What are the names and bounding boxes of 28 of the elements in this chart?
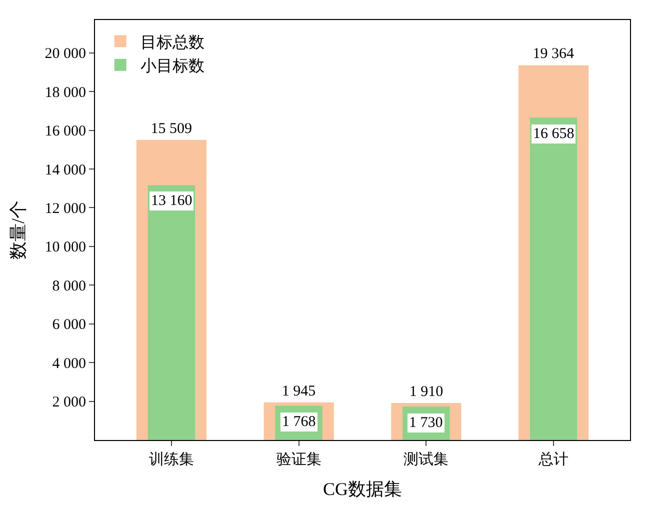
x-tick-label: 测试集: [404, 451, 449, 468]
data-label: 1 768: [282, 414, 316, 430]
y-tick-label: 4 000: [52, 356, 86, 372]
x-axis-title: CG数据集: [322, 479, 402, 500]
legend-label: 目标总数: [140, 33, 204, 52]
data-label: 1 945: [282, 383, 316, 400]
legend-label: 小目标数: [140, 57, 204, 76]
y-tick-label: 14 000: [44, 162, 86, 178]
bar: [530, 118, 578, 440]
data-label: 19 364: [532, 46, 574, 62]
x-tick-label: 验证集: [276, 451, 322, 468]
y-tick-label: 8 000: [52, 278, 86, 294]
data-label: 13 160: [151, 193, 192, 209]
y-tick-label: 16 000: [44, 124, 86, 140]
data-label: 15 509: [150, 120, 192, 137]
x-tick-label: 训练集: [148, 451, 194, 468]
x-tick-label: 总计: [538, 451, 569, 468]
data-label: 1 730: [409, 415, 443, 431]
bar: [148, 185, 195, 440]
y-tick-label: 18 000: [44, 84, 86, 101]
y-axis-title: 数量/个: [8, 200, 28, 260]
y-tick-label: 6 000: [52, 317, 86, 334]
data-label: 16 658: [533, 126, 574, 142]
y-tick-label: 2 000: [52, 394, 86, 411]
y-tick-label: 10 000: [44, 240, 86, 256]
y-tick-label: 12 000: [44, 200, 86, 217]
data-label: 1 910: [409, 384, 444, 400]
y-tick-label: 20 000: [44, 46, 86, 62]
